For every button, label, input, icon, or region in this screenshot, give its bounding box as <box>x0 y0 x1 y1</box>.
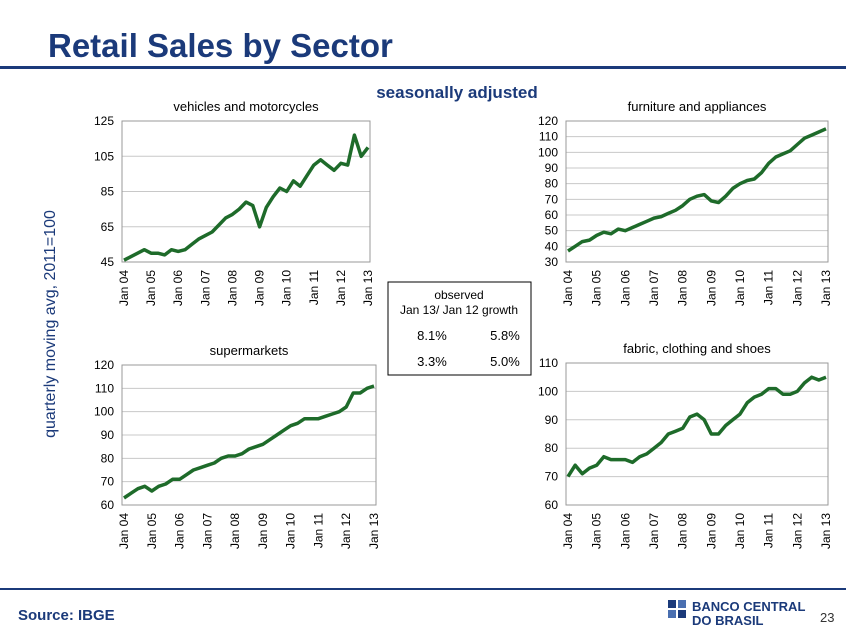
growth-box <box>387 281 532 376</box>
x-tick-label: Jan 04 <box>117 270 131 306</box>
y-tick-label: 80 <box>545 177 559 191</box>
x-tick-label: Jan 07 <box>200 513 214 549</box>
x-tick-label: Jan 06 <box>618 270 632 306</box>
data-line <box>123 133 370 262</box>
x-tick-label: Jan 13 <box>367 513 381 549</box>
x-tick-label: Jan 04 <box>561 270 575 306</box>
x-tick-label: Jan 12 <box>790 270 804 306</box>
title-rule <box>0 66 846 69</box>
x-tick-label: Jan 13 <box>361 270 375 306</box>
y-tick-label: 80 <box>101 451 115 465</box>
x-tick-label: Jan 10 <box>733 270 747 306</box>
y-tick-label: 30 <box>545 255 559 269</box>
y-tick-label: 50 <box>545 224 559 238</box>
y-tick-label: 90 <box>545 413 559 427</box>
plot-frame <box>565 120 829 263</box>
y-tick-label: 70 <box>545 192 559 206</box>
x-tick-label: Jan 13 <box>819 513 833 549</box>
y-tick-label: 105 <box>94 149 114 163</box>
x-tick-label: Jan 04 <box>117 513 131 549</box>
x-tick-label: Jan 05 <box>145 513 159 549</box>
y-tick-label: 120 <box>538 114 558 128</box>
x-tick-label: Jan 13 <box>819 270 833 306</box>
footer-rule <box>0 588 846 590</box>
x-tick-label: Jan 11 <box>762 513 776 548</box>
x-tick-label: Jan 05 <box>590 270 604 306</box>
table-cell: 3.3% <box>417 354 447 369</box>
x-tick-label: Jan 10 <box>733 513 747 549</box>
y-tick-label: 45 <box>101 255 115 269</box>
y-tick-label: 65 <box>101 220 115 234</box>
y-tick-label: 110 <box>539 356 558 370</box>
plot-frame <box>121 364 377 506</box>
data-line <box>567 127 827 253</box>
x-tick-label: Jan 08 <box>676 270 690 306</box>
y-tick-label: 120 <box>94 358 114 372</box>
data-line <box>123 384 375 500</box>
table-header: observed <box>434 288 483 302</box>
logo-text: BANCO CENTRAL <box>692 599 805 614</box>
slide-title: Retail Sales by Sector <box>48 27 393 64</box>
x-tick-label: Jan 08 <box>676 513 690 549</box>
y-tick-label: 100 <box>94 405 114 419</box>
y-tick-label: 90 <box>545 161 559 175</box>
y-tick-label: 110 <box>95 381 114 395</box>
y-tick-label: 100 <box>538 384 558 398</box>
y-tick-label: 70 <box>545 470 559 484</box>
y-tick-label: 100 <box>538 145 558 159</box>
subtitle: seasonally adjusted <box>376 83 538 102</box>
x-tick-label: Jan 04 <box>561 513 575 549</box>
plot-frame <box>121 120 371 263</box>
x-tick-label: Jan 09 <box>704 270 718 306</box>
y-tick-label: 80 <box>545 441 559 455</box>
x-tick-label: Jan 06 <box>618 513 632 549</box>
y-tick-label: 70 <box>101 475 115 489</box>
x-tick-label: Jan 11 <box>307 270 321 305</box>
page-number: 23 <box>820 610 834 625</box>
logo-text: DO BRASIL <box>692 613 764 628</box>
y-tick-label: 90 <box>101 428 115 442</box>
x-tick-label: Jan 09 <box>253 270 267 306</box>
x-tick-label: Jan 12 <box>334 270 348 306</box>
table-cell: 5.0% <box>490 354 520 369</box>
x-tick-label: Jan 07 <box>198 270 212 306</box>
table-cell: 5.8% <box>490 328 520 343</box>
chart-title: vehicles and motorcycles <box>173 99 319 114</box>
x-tick-label: Jan 12 <box>339 513 353 549</box>
x-tick-label: Jan 12 <box>790 513 804 549</box>
x-tick-label: Jan 06 <box>171 270 185 306</box>
x-tick-label: Jan 11 <box>762 270 776 305</box>
chart-title: fabric, clothing and shoes <box>623 341 771 356</box>
y-tick-label: 60 <box>545 498 559 512</box>
plot-frame <box>565 362 829 506</box>
y-tick-label: 85 <box>101 185 115 199</box>
x-tick-label: Jan 10 <box>284 513 298 549</box>
logo-icon <box>668 600 686 618</box>
y-tick-label: 60 <box>545 208 559 222</box>
x-tick-label: Jan 08 <box>228 513 242 549</box>
x-tick-label: Jan 11 <box>311 513 325 548</box>
x-tick-label: Jan 07 <box>647 513 661 549</box>
chart-title: supermarkets <box>210 343 289 358</box>
y-tick-label: 60 <box>101 498 115 512</box>
x-tick-label: Jan 09 <box>704 513 718 549</box>
x-tick-label: Jan 05 <box>144 270 158 306</box>
table-cell: 8.1% <box>417 328 447 343</box>
data-line <box>566 375 827 478</box>
y-tick-label: 110 <box>539 130 558 144</box>
chart-title: furniture and appliances <box>628 99 767 114</box>
x-tick-label: Jan 08 <box>225 270 239 306</box>
y-tick-label: 40 <box>545 239 559 253</box>
x-tick-label: Jan 05 <box>590 513 604 549</box>
x-tick-label: Jan 10 <box>280 270 294 306</box>
table-header: Jan 13/ Jan 12 growth <box>400 303 518 317</box>
x-tick-label: Jan 07 <box>647 270 661 306</box>
source: Source: IBGE <box>18 607 115 624</box>
y-tick-label: 125 <box>94 114 114 128</box>
x-tick-label: Jan 09 <box>256 513 270 549</box>
x-tick-label: Jan 06 <box>173 513 187 549</box>
y-axis-label: quarterly moving avg, 2011=100 <box>42 210 59 438</box>
